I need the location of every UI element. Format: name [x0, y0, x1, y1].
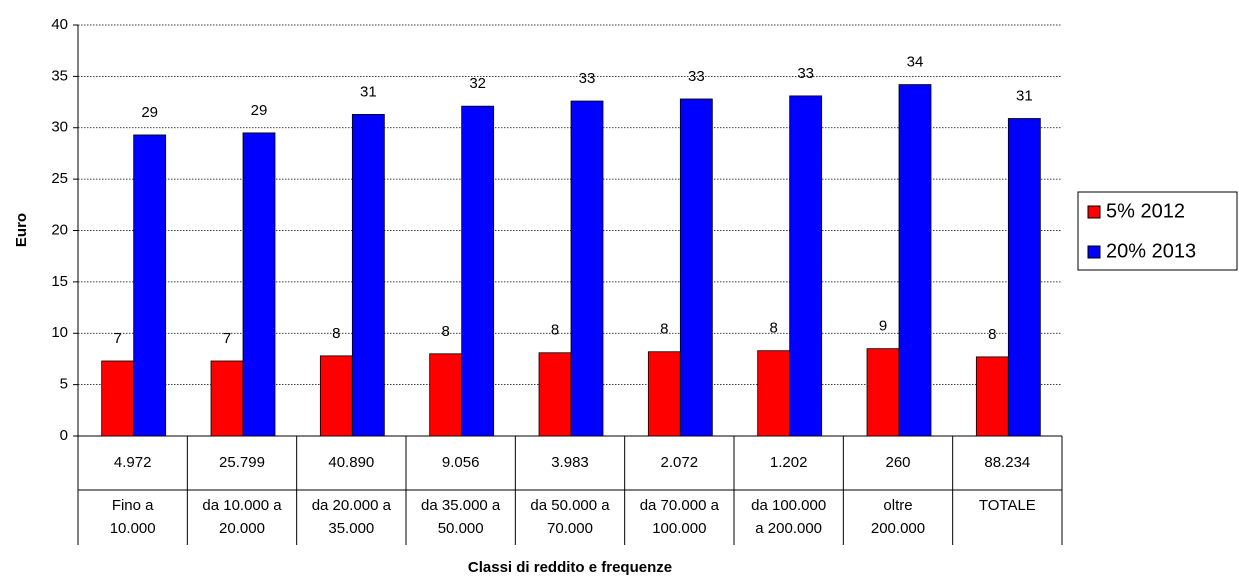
- x-tick-label: TOTALE: [979, 497, 1036, 514]
- value-label: 32: [469, 75, 486, 92]
- bar: [319, 355, 353, 437]
- y-tick-label: 5: [60, 376, 68, 393]
- bar: [757, 350, 791, 437]
- value-label: 7: [223, 330, 231, 347]
- legend-swatch: [1087, 245, 1101, 259]
- y-tick-label: 15: [51, 273, 68, 290]
- value-label: 33: [797, 65, 814, 82]
- legend-label: 5% 2012: [1106, 200, 1185, 222]
- bar: [101, 360, 135, 437]
- frequency-label: 40.890: [328, 454, 374, 471]
- x-tick-label: 10.000: [110, 520, 156, 537]
- value-label: 8: [660, 321, 668, 338]
- x-tick-label: da 35.000 a: [421, 497, 501, 514]
- bar: [647, 351, 681, 437]
- value-label: 8: [332, 325, 340, 342]
- bar: [866, 348, 900, 437]
- x-tick-label: da 100.000: [751, 497, 826, 514]
- value-label: 8: [551, 322, 559, 339]
- x-tick-label: da 70.000 a: [640, 497, 720, 514]
- x-tick-label: 20.000: [219, 520, 265, 537]
- bar: [210, 360, 244, 437]
- bar: [898, 84, 932, 437]
- frequency-label: 260: [885, 454, 910, 471]
- x-tick-label: 35.000: [328, 520, 374, 537]
- x-tick-label: da 20.000 a: [312, 497, 392, 514]
- bar: [242, 132, 276, 437]
- y-tick-label: 30: [51, 119, 68, 136]
- value-label: 9: [879, 318, 887, 335]
- value-label: 29: [141, 104, 158, 121]
- frequency-label: 9.056: [442, 454, 480, 471]
- frequency-label: 2.072: [661, 454, 699, 471]
- frequency-label: 1.202: [770, 454, 808, 471]
- frequency-label: 88.234: [984, 454, 1030, 471]
- bar: [975, 356, 1009, 437]
- y-axis-title: Euro: [13, 213, 30, 247]
- x-axis-title: Classi di reddito e frequenze: [468, 559, 672, 576]
- value-label: 33: [579, 70, 596, 87]
- frequency-label: 25.799: [219, 454, 265, 471]
- value-label: 29: [251, 102, 268, 119]
- y-tick-label: 40: [51, 16, 68, 33]
- x-tick-label: 50.000: [438, 520, 484, 537]
- x-tick-label: Fino a: [112, 497, 154, 514]
- y-tick-label: 35: [51, 67, 68, 84]
- value-label: 31: [360, 83, 377, 100]
- x-tick-label: 70.000: [547, 520, 593, 537]
- x-tick-label: 100.000: [652, 520, 706, 537]
- bar: [538, 352, 572, 437]
- value-label: 31: [1016, 87, 1033, 104]
- x-tick-label: da 50.000 a: [530, 497, 610, 514]
- value-label: 7: [113, 330, 121, 347]
- x-tick-label: da 10.000 a: [202, 497, 282, 514]
- value-label: 8: [769, 320, 777, 337]
- y-tick-label: 10: [51, 324, 68, 341]
- y-tick-label: 0: [60, 427, 68, 444]
- bar: [351, 113, 385, 437]
- bar: [789, 95, 823, 437]
- y-tick-label: 20: [51, 221, 68, 238]
- bar: [679, 98, 713, 437]
- x-tick-label: 200.000: [871, 520, 925, 537]
- value-label: 34: [907, 54, 924, 71]
- x-tick-label: oltre: [883, 497, 912, 514]
- bar: [570, 100, 604, 437]
- value-label: 8: [988, 326, 996, 343]
- legend-box: [1077, 191, 1238, 271]
- value-label: 8: [441, 323, 449, 340]
- bar: [461, 105, 495, 437]
- legend-label: 20% 2013: [1106, 240, 1196, 262]
- legend-swatch: [1087, 205, 1101, 219]
- y-tick-label: 25: [51, 170, 68, 187]
- frequency-label: 3.983: [551, 454, 589, 471]
- frequency-label: 4.972: [114, 454, 152, 471]
- bar: [1007, 118, 1041, 437]
- bar: [429, 353, 463, 437]
- bar: [133, 134, 167, 437]
- value-label: 33: [688, 68, 705, 85]
- x-tick-label: a 200.000: [755, 520, 822, 537]
